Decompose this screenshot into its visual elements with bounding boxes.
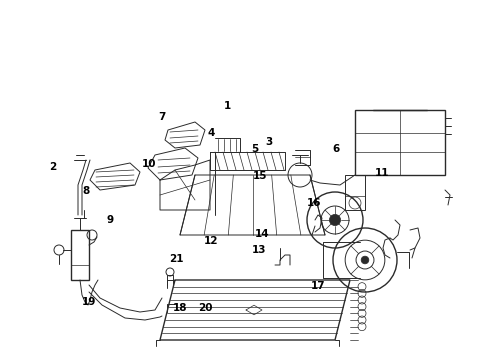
Text: 19: 19 [82, 297, 97, 307]
Text: 11: 11 [375, 168, 390, 178]
Text: 4: 4 [207, 128, 215, 138]
Text: 15: 15 [252, 171, 267, 181]
Text: 2: 2 [49, 162, 56, 172]
Text: 16: 16 [306, 198, 321, 208]
Text: 14: 14 [255, 229, 270, 239]
Text: 20: 20 [198, 303, 213, 313]
Text: 8: 8 [82, 186, 89, 196]
Text: 6: 6 [332, 144, 339, 154]
Text: 5: 5 [251, 144, 258, 154]
Text: 9: 9 [107, 215, 114, 225]
Text: 7: 7 [158, 112, 166, 122]
Text: 12: 12 [203, 236, 218, 246]
Text: 18: 18 [173, 303, 188, 313]
Circle shape [361, 256, 369, 264]
Text: 10: 10 [142, 159, 157, 169]
Text: 13: 13 [251, 245, 266, 255]
Text: 21: 21 [169, 254, 184, 264]
Circle shape [329, 215, 341, 226]
Text: 1: 1 [224, 101, 231, 111]
Text: 17: 17 [311, 281, 326, 291]
Text: 3: 3 [265, 137, 272, 147]
